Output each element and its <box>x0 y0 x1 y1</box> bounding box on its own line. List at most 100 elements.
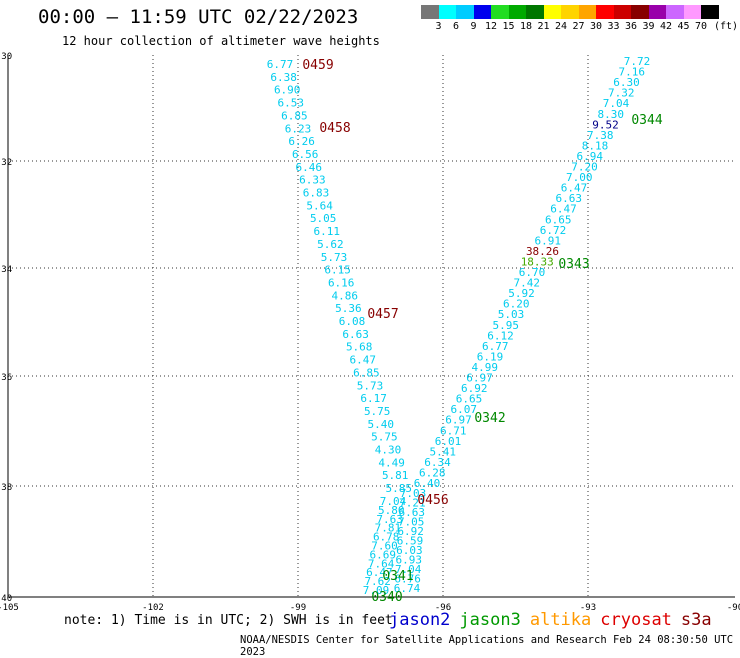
wave-height-value: 7.04 <box>380 495 407 508</box>
longitude-tick-label: -93 <box>580 603 596 612</box>
wave-height-value: 7.16 <box>619 66 646 79</box>
wave-height-value: 6.33 <box>299 174 326 187</box>
color-scale-labels: 3 6 9 12 15 18 21 24 27 30 33 36 39 42 45 70 <box>421 21 740 33</box>
wave-height-value: 5.85 <box>386 482 413 495</box>
wave-height-value: 7.09 <box>363 584 390 597</box>
wave-height-value: 5.05 <box>310 212 337 225</box>
wave-height-value: 6.26 <box>288 135 315 148</box>
legend-swatch <box>613 5 631 19</box>
satellite-name-cryosat: cryosat <box>600 610 672 630</box>
wave-height-value: 5.64 <box>306 199 333 212</box>
satellite-name-s3a: s3a <box>680 610 712 630</box>
wave-height-value: 6.65 <box>545 213 572 226</box>
map-grid <box>7 55 735 598</box>
legend-label: 36 <box>624 21 638 32</box>
legend-label: 18 <box>519 21 533 32</box>
wave-height-value: 6.63 <box>556 192 583 205</box>
legend-swatch <box>578 5 596 19</box>
wave-height-value: 6.11 <box>314 225 341 238</box>
pass-time-label: 0459 <box>302 58 333 73</box>
legend-swatch <box>648 5 666 19</box>
legend-swatch <box>473 5 491 19</box>
wave-height-value: 6.85 <box>281 109 308 122</box>
wave-height-value: 6.77 <box>482 340 509 353</box>
wave-height-value: 6.08 <box>339 315 366 328</box>
wave-height-value: 6.28 <box>419 466 446 479</box>
wave-height-value: 4.30 <box>375 444 402 457</box>
wave-height-value: 6.78 <box>373 531 400 544</box>
wave-height-value: 6.15 <box>324 264 351 277</box>
pass-time-label: 0343 <box>558 257 589 272</box>
legend-swatch <box>561 5 579 19</box>
wave-height-value: 6.47 <box>550 203 577 216</box>
wave-height-value: 7.42 <box>514 277 541 290</box>
legend-label: 6 <box>452 21 460 32</box>
legend-swatch <box>701 5 719 19</box>
wave-height-value: 6.47 <box>350 354 377 367</box>
legend-label: 21 <box>537 21 550 32</box>
pass-time-label: 0456 <box>417 493 448 508</box>
wave-height-value: 4.86 <box>332 289 359 302</box>
page-subtitle: 12 hour collection of altimeter wave hei… <box>62 34 380 48</box>
wave-height-value: 6.47 <box>561 182 588 195</box>
legend-swatch <box>456 5 474 19</box>
wave-height-value: 6.92 <box>397 525 424 538</box>
legend-label: 33 <box>607 21 620 32</box>
legend-swatch <box>526 5 544 19</box>
wave-height-value: 6.77 <box>267 58 294 71</box>
legend-swatch <box>543 5 561 19</box>
wave-height-value: 6.47 <box>366 566 393 579</box>
color-scale-unit: (ft) <box>714 21 739 32</box>
wave-height-value: 6.72 <box>540 224 567 237</box>
wave-height-value: 6.16 <box>328 276 355 289</box>
wave-height-value: 9.52 <box>592 118 619 131</box>
wave-height-value: 7.00 <box>566 171 593 184</box>
wave-height-value: 6.76 <box>394 573 421 586</box>
legend-swatch <box>491 5 509 19</box>
wave-height-value: 6.56 <box>292 148 319 161</box>
wave-height-value: 7.72 <box>624 55 651 68</box>
wave-height-value: 6.91 <box>535 234 562 247</box>
wave-height-value: 7.32 <box>608 87 635 100</box>
wave-height-value: 6.74 <box>394 582 421 595</box>
wave-height-value: 7.38 <box>587 129 614 142</box>
wave-height-value: 6.01 <box>435 435 462 448</box>
satellite-name-altika: altika <box>529 610 592 630</box>
wave-height-value: 5.95 <box>493 319 520 332</box>
wave-height-value: 6.53 <box>278 97 305 110</box>
wave-height-value: 6.17 <box>360 392 387 405</box>
wave-height-value: 8.18 <box>582 139 609 152</box>
wave-height-value: 6.07 <box>451 403 478 416</box>
footnote: note: 1) Time is in UTC; 2) SWH is in fe… <box>64 613 393 628</box>
wave-height-value: 7.21 <box>399 497 426 510</box>
wave-height-value: 5.81 <box>382 469 409 482</box>
pass-time-label: 0457 <box>367 307 398 322</box>
wave-height-value: 5.40 <box>368 418 395 431</box>
wave-height-value: 7.04 <box>395 563 422 576</box>
latitude-tick-label: -30 <box>0 52 12 62</box>
color-scale-legend <box>421 5 719 19</box>
satellite-name-jason2: jason2 <box>389 610 451 630</box>
legend-swatch <box>631 5 649 19</box>
wave-height-value: 7.03 <box>400 487 427 500</box>
wave-height-value: 5.73 <box>357 379 384 392</box>
wave-height-value: 6.30 <box>613 76 640 89</box>
wave-height-value: 4.49 <box>378 456 405 469</box>
wave-height-value: 38.26 <box>526 245 559 258</box>
time-labels-east: 0344 0343 0342 0341 0340 <box>371 113 662 605</box>
legend-label: 70 <box>694 21 708 32</box>
wave-height-map: -30 -32 -34 -36 -38 -40-105 -102 -99 -96 -93 -90 6… <box>0 52 740 612</box>
pass-time-label: 0458 <box>319 121 350 136</box>
longitude-tick-label: -105 <box>0 603 19 612</box>
longitude-tick-label: -96 <box>435 603 451 612</box>
wave-height-value: 5.62 <box>317 238 344 251</box>
wave-height-value: 6.63 <box>342 328 369 341</box>
longitude-tick-label: -102 <box>142 603 164 612</box>
latitude-tick-label: -38 <box>0 483 12 493</box>
pass-time-label: 0341 <box>382 569 413 584</box>
wave-height-value: 7.05 <box>398 516 425 529</box>
wave-height-value: 6.94 <box>577 150 604 163</box>
pass-time-label: 0342 <box>474 411 505 426</box>
wave-height-value: 5.03 <box>498 308 525 321</box>
legend-swatch <box>596 5 614 19</box>
